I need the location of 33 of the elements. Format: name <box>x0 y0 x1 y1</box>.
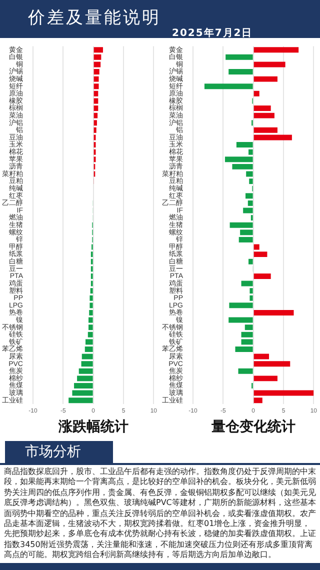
bar <box>254 62 286 68</box>
bar <box>254 252 268 258</box>
bar <box>94 69 100 74</box>
bar <box>89 310 93 316</box>
bar <box>243 208 253 214</box>
bar <box>238 236 253 242</box>
bar <box>254 90 260 96</box>
text: 市场分析 <box>5 441 113 463</box>
bar <box>249 178 253 184</box>
bar <box>254 273 271 279</box>
bar <box>254 376 278 382</box>
bar <box>84 346 93 352</box>
bar <box>94 106 98 112</box>
x-axis-title: 量仓变化统计 <box>210 418 296 436</box>
text: 2025年7月2日 <box>172 26 253 40</box>
bar <box>204 84 253 90</box>
x-axis-title: 涨跌幅统计 <box>57 418 128 436</box>
text: 价差及量能说明 <box>28 7 161 29</box>
bar <box>254 112 274 118</box>
bar <box>238 368 253 374</box>
bar <box>254 310 294 316</box>
bar <box>254 76 278 82</box>
bar <box>226 54 253 60</box>
bar <box>236 142 253 148</box>
bar <box>235 346 253 352</box>
bar <box>228 69 253 74</box>
bar <box>254 244 260 250</box>
bar <box>74 383 93 388</box>
bar <box>254 106 271 112</box>
bar <box>248 200 253 206</box>
text: 商品指数探底回升，股市、工业品午后都有走强的动作。指数角度仍处于反弹周期的中末段，如果能再末期给一个背离高点，是比较好的空单回补的机会。板块分化，美元新低弱势关注周四的低点序列作用，贵金属、有色反弹，金银铜铝期权多配可以继续（如美元见底反弹考虑调结构）。黑色双焦、玻璃纯碱PVC等建材，广期所的新能源材料，这些基本面弱势中期看空的品种，重点关注反弹转弱后的空单回补机会，或卖看涨虚值期权。农产品走基本面逻辑，生猪波动不大，期权宽跨揉着做。红枣01增仓上涨，资金推升明显，先把预期炒起来，多单底仓有成本优势就耐心持有长波，稳健的加卖看跌虚值期权。上证指数3450附近强势震荡，关注量能和涨速，不能加速突破压力位则还有形成多重顶背离高点的可能。期权宽跨组合利润新高继续持有，等后期选方向后加单边敞口。 <box>4 467 316 560</box>
bar <box>94 47 103 53</box>
bar <box>254 47 299 53</box>
